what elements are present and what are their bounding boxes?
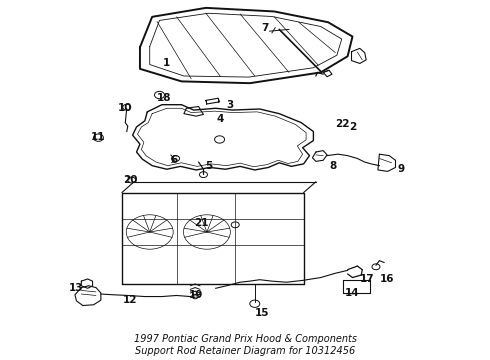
Text: 4: 4 xyxy=(217,114,224,124)
Text: 1997 Pontiac Grand Prix Hood & Components
Support Rod Retainer Diagram for 10312: 1997 Pontiac Grand Prix Hood & Component… xyxy=(133,334,357,356)
Text: 5: 5 xyxy=(205,161,212,171)
Text: 2: 2 xyxy=(349,122,356,132)
Text: 21: 21 xyxy=(194,218,208,228)
Text: 19: 19 xyxy=(189,290,203,300)
Text: 1: 1 xyxy=(163,58,171,68)
Text: 11: 11 xyxy=(91,132,106,142)
Text: 18: 18 xyxy=(157,93,171,103)
Text: 22: 22 xyxy=(336,120,350,129)
Text: 20: 20 xyxy=(123,175,137,185)
Text: 10: 10 xyxy=(118,103,132,113)
Text: 16: 16 xyxy=(379,274,394,284)
Text: 17: 17 xyxy=(360,274,374,284)
Text: 6: 6 xyxy=(171,155,178,165)
Text: 3: 3 xyxy=(227,100,234,110)
Text: 12: 12 xyxy=(123,295,137,305)
Text: 15: 15 xyxy=(255,308,270,318)
Text: 14: 14 xyxy=(345,288,360,298)
Text: 9: 9 xyxy=(398,164,405,174)
Text: 8: 8 xyxy=(329,161,337,171)
Text: 7: 7 xyxy=(261,23,268,33)
Text: 13: 13 xyxy=(69,283,84,293)
